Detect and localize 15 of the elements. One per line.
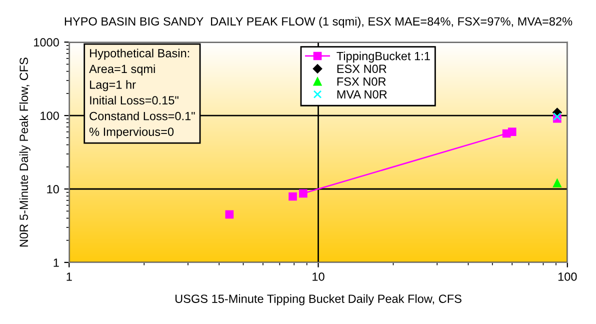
x-tick-label: 100 (558, 272, 577, 281)
legend-label: FSX N0R (337, 77, 386, 86)
annotation: Hypothetical Basin: Area=1 sqmi Lag=1 hr Initial Loss=0.15" Constand Loss=0.1" % Impervious=0 (89, 48, 195, 138)
y-axis-title: N0R 5-Minute Daily Peak Flow, CFS (19, 58, 30, 246)
legend-label: TippingBucket 1:1 (336, 52, 430, 63)
y-tick-label: 1 (54, 258, 59, 267)
x-axis-title: USGS 15-Minute Tipping Bucket Daily Peak Flow, CFS (175, 294, 462, 306)
x-tick-label: 10 (312, 272, 324, 281)
y-tick-label: 1000 (34, 38, 59, 47)
y-tick-label: 10 (47, 185, 59, 194)
x-tick-label: 1 (66, 272, 72, 281)
chart-title: HYPO BASIN BIG SANDY DAILY PEAK FLOW (1 sqmi), ESX MAE=84%, FSX=97%, MVA=82% (64, 16, 572, 28)
y-tick-label: 100 (40, 112, 59, 120)
legend-label: MVA N0R (337, 90, 387, 99)
legend-label: ESX N0R (337, 64, 386, 74)
